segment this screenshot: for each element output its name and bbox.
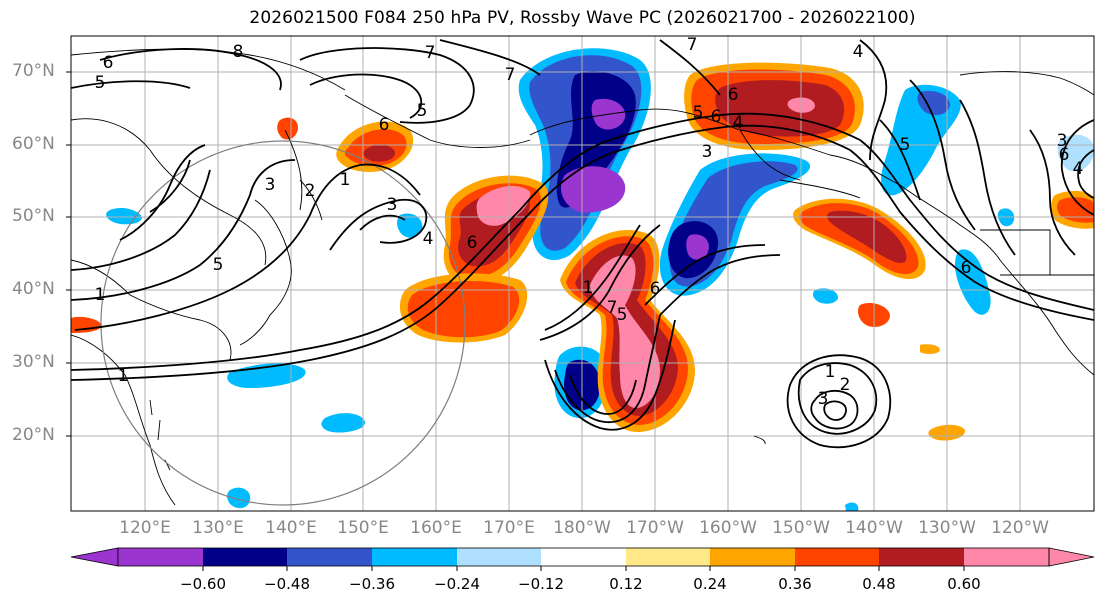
contour-label: 1 bbox=[825, 362, 836, 382]
contour-label: 6 bbox=[1059, 145, 1070, 165]
colorbar-segment bbox=[118, 548, 203, 566]
negative-anomaly-north-central bbox=[518, 48, 651, 261]
contour-label: 2 bbox=[840, 375, 851, 395]
contour-label: 5 bbox=[417, 101, 428, 121]
contour-labels: 6 5 8 7 6 5 7 7 6 4 6 5 3 4 1 3 3 4 6 1 … bbox=[95, 35, 1084, 409]
lon-label: 180°W bbox=[553, 518, 611, 538]
colorbar-segment bbox=[541, 548, 626, 566]
positive-anomaly-west bbox=[71, 117, 414, 333]
map-title: 2026021500 F084 250 hPa PV, Rossby Wave … bbox=[249, 8, 916, 28]
colorbar-segment bbox=[457, 548, 541, 566]
colorbar-tick-label: 0.60 bbox=[947, 575, 981, 593]
colorbar bbox=[70, 547, 1095, 571]
contour-label: 1 bbox=[95, 285, 106, 305]
contour-label: 3 bbox=[1057, 131, 1068, 151]
contour-label: 4 bbox=[423, 229, 434, 249]
coastlines bbox=[71, 48, 1094, 506]
lat-label: 50°N bbox=[12, 206, 55, 226]
contour-label: 1 bbox=[340, 170, 351, 190]
map-panel: 6 5 8 7 6 5 7 7 6 4 6 5 3 4 1 3 3 4 6 1 … bbox=[71, 35, 1094, 511]
colorbar-tick-label: 0.12 bbox=[609, 575, 643, 593]
lon-label: 170°E bbox=[483, 518, 535, 538]
contour-label: 1 bbox=[118, 366, 129, 386]
lon-label: 130°W bbox=[918, 518, 976, 538]
lon-label: 170°W bbox=[626, 518, 684, 538]
lon-label: 150°W bbox=[772, 518, 830, 538]
colorbar-segment bbox=[710, 548, 795, 566]
colorbar-segment bbox=[964, 548, 1049, 566]
contour-label: 6 bbox=[711, 107, 722, 127]
contour-label: 5 bbox=[693, 103, 704, 123]
lon-label: 160°W bbox=[699, 518, 757, 538]
contour-label: 7 bbox=[687, 35, 698, 55]
contour-label: 4 bbox=[733, 113, 744, 133]
contour-label: 7 bbox=[425, 43, 436, 63]
lon-label: 130°E bbox=[192, 518, 244, 538]
contour-label: 7 bbox=[505, 65, 516, 85]
lon-label: 150°E bbox=[337, 518, 389, 538]
contour-label: 6 bbox=[103, 53, 114, 73]
contour-label: 8 bbox=[233, 42, 244, 62]
colorbar-tick-label: 0.24 bbox=[693, 575, 727, 593]
lon-label: 120°W bbox=[991, 518, 1049, 538]
colorbar-segment bbox=[626, 548, 710, 566]
contour-label: 1 bbox=[583, 278, 594, 298]
colorbar-tick-label: −0.48 bbox=[264, 575, 310, 593]
great-circle bbox=[100, 140, 466, 506]
contour-label: 5 bbox=[900, 135, 911, 155]
negative-anomaly-alaska bbox=[881, 84, 1094, 315]
contour-label: 5 bbox=[95, 73, 106, 93]
contour-label: 3 bbox=[387, 195, 398, 215]
lat-label: 20°N bbox=[12, 425, 55, 445]
colorbar-segment bbox=[795, 548, 879, 566]
colorbar-extend-low bbox=[70, 547, 119, 567]
colorbar-tick-label: −0.36 bbox=[349, 575, 395, 593]
contour-label: 5 bbox=[213, 255, 224, 275]
lat-label: 40°N bbox=[12, 279, 55, 299]
positive-anomaly-east-pacific bbox=[793, 190, 1094, 441]
contour-label: 5 bbox=[617, 305, 628, 325]
map-frame bbox=[70, 35, 1095, 512]
contour-label: 4 bbox=[853, 42, 864, 62]
lon-label: 120°E bbox=[119, 518, 171, 538]
colorbar-tick-label: 0.48 bbox=[862, 575, 896, 593]
colorbar-segment bbox=[372, 548, 457, 566]
contour-label: 6 bbox=[650, 279, 661, 299]
contour-label: 6 bbox=[467, 233, 478, 253]
contour-label: 3 bbox=[702, 142, 713, 162]
contour-label: 3 bbox=[818, 389, 829, 409]
lon-label: 160°E bbox=[410, 518, 462, 538]
lat-label: 30°N bbox=[12, 352, 55, 372]
contour-label: 6 bbox=[961, 258, 972, 278]
colorbar-segment bbox=[203, 548, 287, 566]
colorbar-tick-label: −0.60 bbox=[180, 575, 226, 593]
colorbar-tick-label: −0.24 bbox=[434, 575, 480, 593]
lon-label: 140°W bbox=[845, 518, 903, 538]
lat-label: 60°N bbox=[12, 134, 55, 154]
negative-anomaly-trough bbox=[554, 346, 608, 419]
contour-label: 7 bbox=[607, 298, 618, 318]
colorbar-tick-label: 0.36 bbox=[778, 575, 812, 593]
lat-label: 70°N bbox=[12, 61, 55, 81]
contour-label: 2 bbox=[305, 181, 316, 201]
lon-label: 140°E bbox=[265, 518, 317, 538]
colorbar-segment bbox=[287, 548, 372, 566]
contour-label: 6 bbox=[379, 115, 390, 135]
pv-contours bbox=[71, 39, 1094, 449]
contour-label: 6 bbox=[728, 85, 739, 105]
colorbar-tick-label: −0.12 bbox=[518, 575, 564, 593]
colorbar-extend-high bbox=[1048, 547, 1095, 567]
colorbar-segment bbox=[879, 548, 964, 566]
contour-label: 3 bbox=[265, 175, 276, 195]
contour-label: 4 bbox=[1073, 159, 1084, 179]
